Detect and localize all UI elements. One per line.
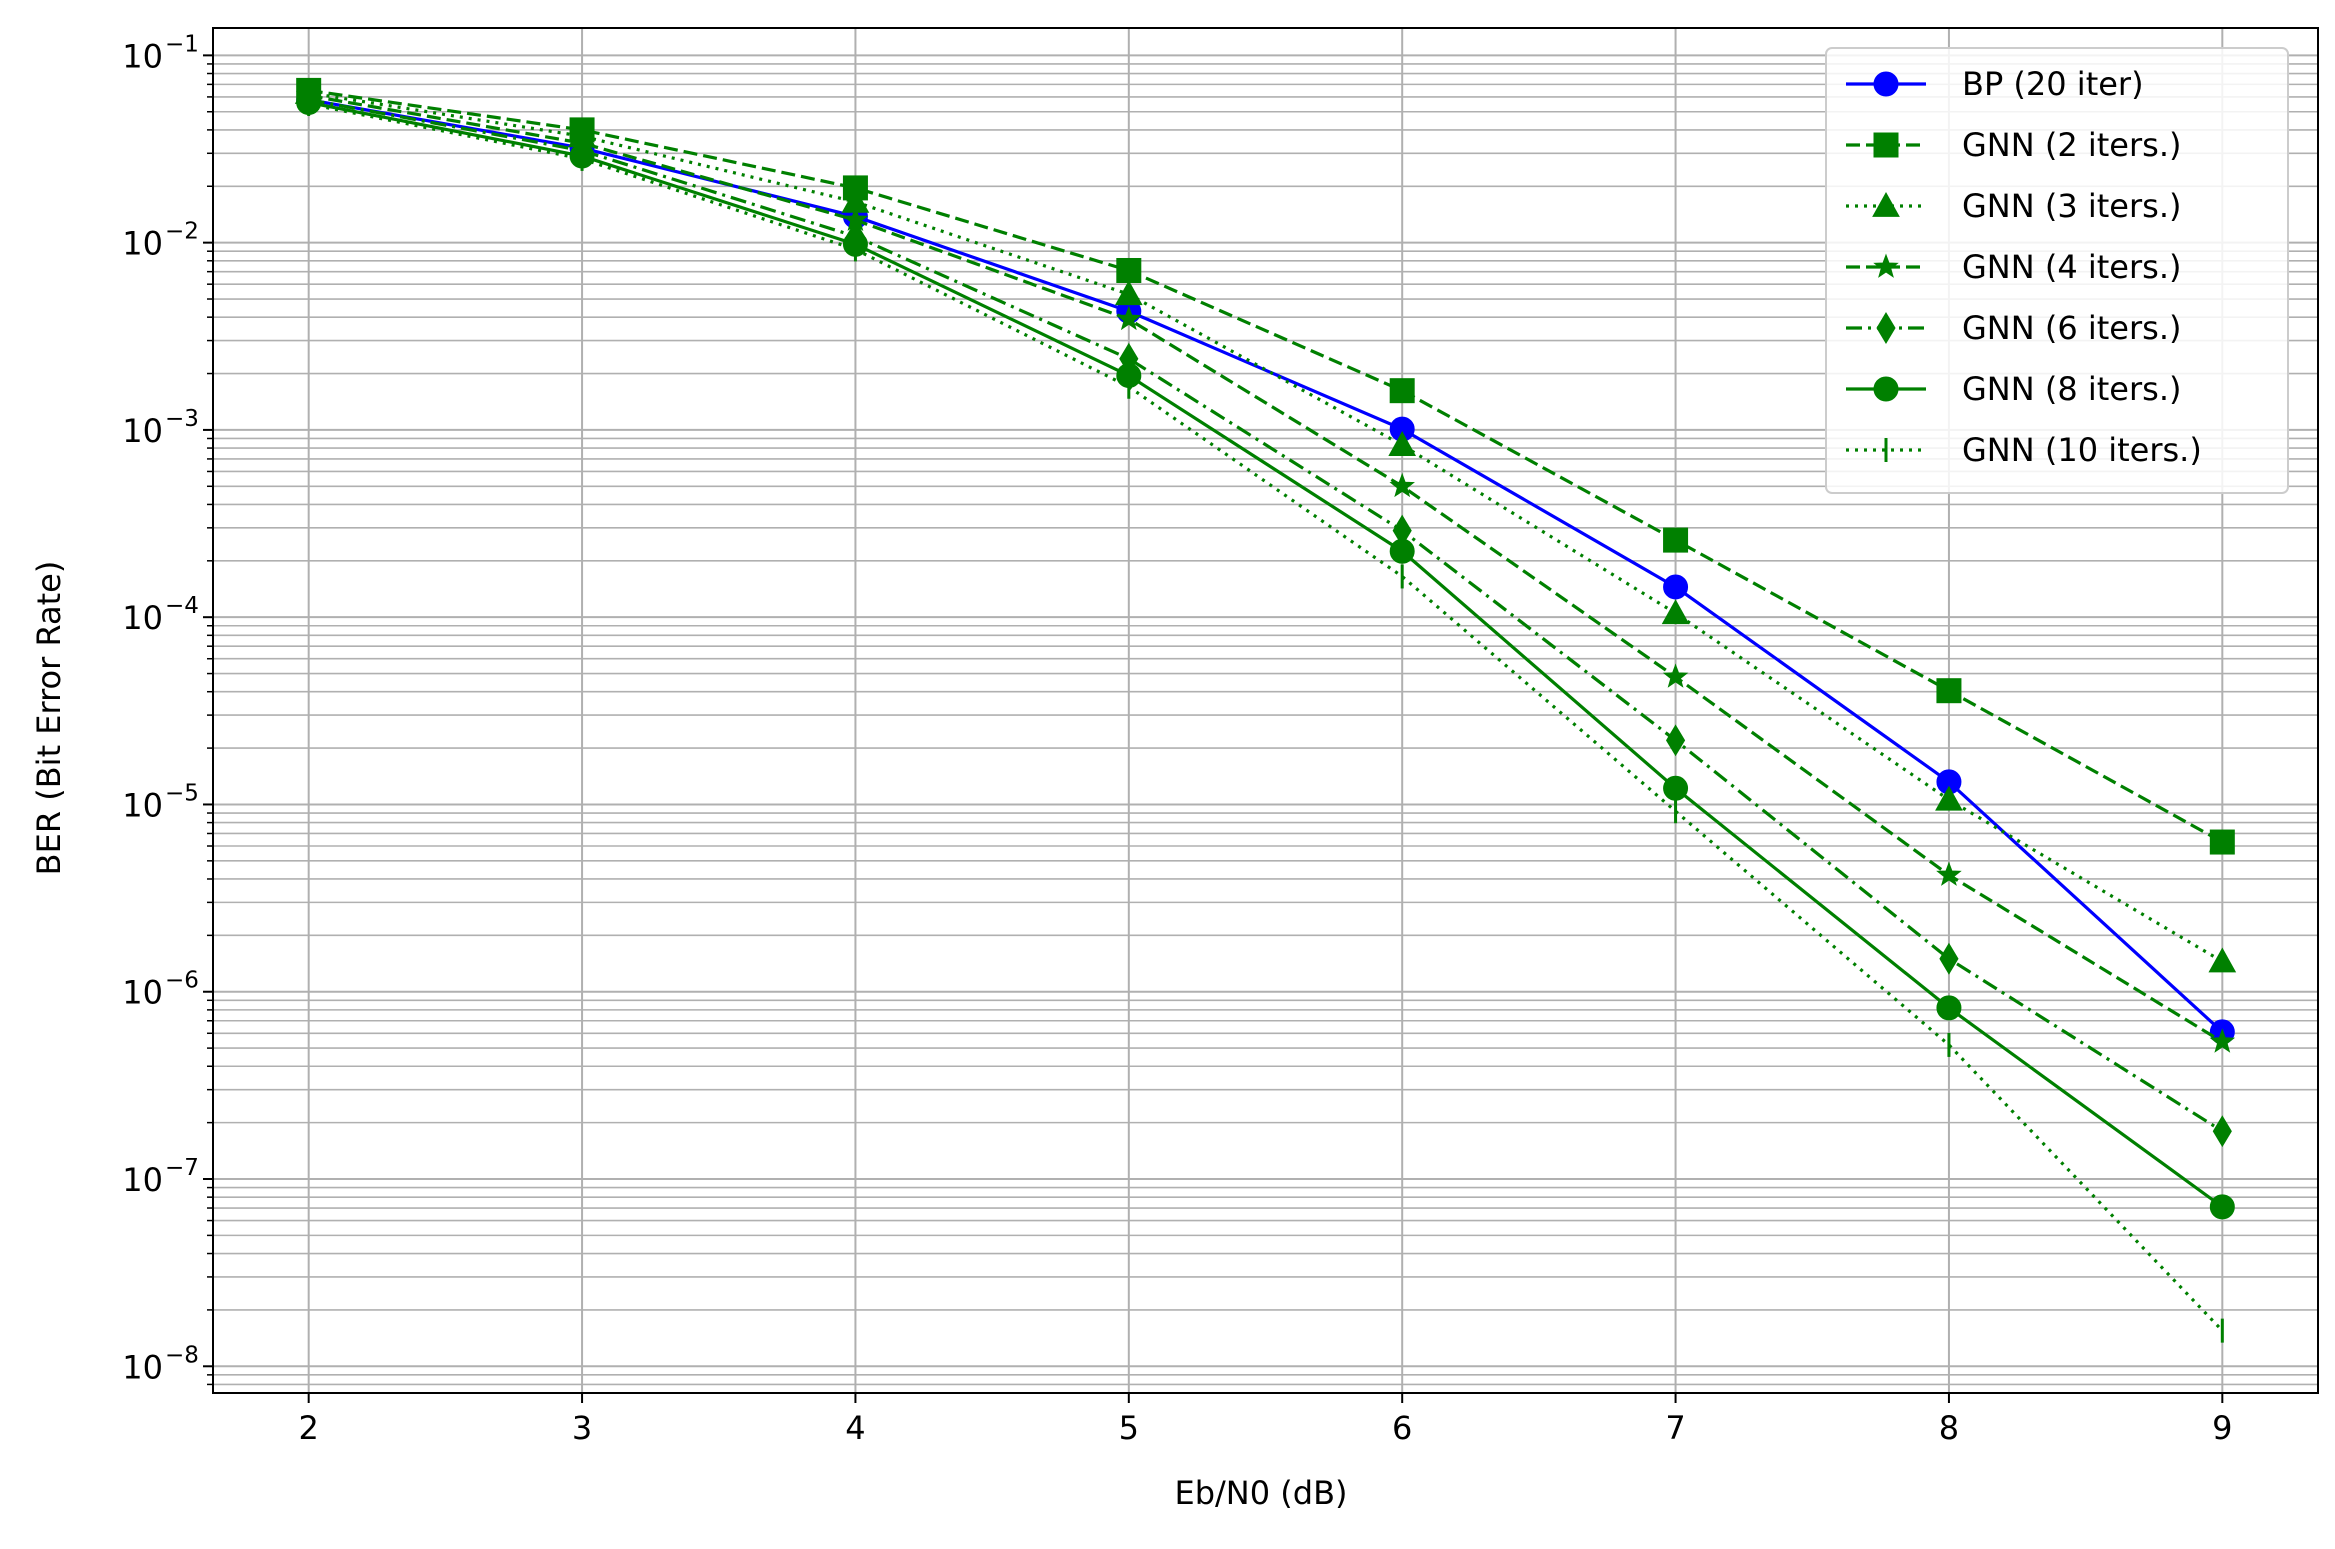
y-tick-mantissa: 10 xyxy=(122,37,163,75)
data-point-circle xyxy=(1873,376,1899,402)
legend: BP (20 iter) GNN (2 iters.) GNN (3 iters.)… xyxy=(1825,47,2289,494)
y-tick-mantissa: 10 xyxy=(122,786,163,824)
series-6 xyxy=(307,91,2224,1343)
data-point-star xyxy=(2209,1028,2236,1053)
x-tick-label: 2 xyxy=(299,1409,319,1447)
series-line xyxy=(308,88,2224,844)
data-point-diamond xyxy=(1939,942,1959,975)
data-point-diamond xyxy=(2212,1115,2232,1148)
legend-entry: GNN (3 iters.) xyxy=(1846,187,2181,225)
y-axis-label: BER (Bit Error Rate) xyxy=(30,561,68,876)
data-point-star xyxy=(1873,253,1899,278)
data-point-triangle xyxy=(1872,191,1900,217)
x-tick-label: 4 xyxy=(845,1409,865,1447)
y-tick-mantissa: 10 xyxy=(122,412,163,450)
y-tick-label: 10 −6 xyxy=(122,968,199,1012)
y-tick-mantissa: 10 xyxy=(122,1348,163,1386)
data-point-square xyxy=(1389,378,1415,404)
legend-entry: GNN (10 iters.) xyxy=(1846,431,2202,469)
series-line xyxy=(308,100,2224,1209)
legend-entry: GNN (8 iters.) xyxy=(1846,370,2181,408)
x-tick-label: 6 xyxy=(1392,1409,1412,1447)
y-tick-mantissa: 10 xyxy=(122,225,163,263)
y-tick-mantissa: 10 xyxy=(122,974,163,1012)
plot-frame xyxy=(212,27,2319,1394)
legend-entry: GNN (4 iters.) xyxy=(1846,248,2181,286)
y-tick-label: 10 −1 xyxy=(122,31,199,75)
data-point-circle xyxy=(1389,538,1415,564)
data-point-star xyxy=(1389,472,1415,498)
data-point-square xyxy=(1116,257,1142,283)
y-tick-exponent: −6 xyxy=(165,968,199,994)
data-point-square xyxy=(1663,527,1689,553)
x-tick-label: 8 xyxy=(1939,1409,1959,1447)
y-tick-exponent: −4 xyxy=(165,593,199,619)
y-tick-mantissa: 10 xyxy=(122,1161,163,1199)
series-1 xyxy=(296,77,2235,855)
series-line xyxy=(308,98,2224,1133)
x-tick-label: 3 xyxy=(572,1409,592,1447)
legend-entry: GNN (6 iters.) xyxy=(1846,309,2181,347)
data-point-star xyxy=(1116,305,1142,331)
data-point-triangle xyxy=(1935,785,1963,811)
y-tick-label: 10 −8 xyxy=(122,1342,199,1386)
series-line xyxy=(308,91,2224,963)
y-tick-exponent: −5 xyxy=(165,780,199,806)
legend-label: GNN (3 iters.) xyxy=(1962,187,2181,225)
data-point-circle xyxy=(1936,995,1962,1021)
data-point-circle xyxy=(1663,775,1689,801)
legend-entry: BP (20 iter) xyxy=(1846,65,2144,103)
legend-label: GNN (10 iters.) xyxy=(1962,431,2202,469)
data-point-diamond xyxy=(1665,724,1686,757)
legend-label: BP (20 iter) xyxy=(1962,65,2144,103)
data-point-circle xyxy=(2209,1194,2235,1220)
x-tick-label: 5 xyxy=(1119,1409,1139,1447)
y-tick-label: 10 −5 xyxy=(122,780,199,824)
legend-label: GNN (6 iters.) xyxy=(1962,309,2181,347)
series-line xyxy=(308,102,2224,1332)
y-tick-exponent: −8 xyxy=(165,1342,199,1368)
data-point-square xyxy=(1936,678,1962,704)
x-axis-label: Eb/N0 (dB) xyxy=(1174,1474,1347,1512)
data-point-triangle xyxy=(2208,947,2237,973)
data-point-star xyxy=(1662,663,1689,688)
y-tick-exponent: −1 xyxy=(165,31,199,57)
legend-label: GNN (2 iters.) xyxy=(1962,126,2181,164)
data-point-diamond xyxy=(1876,312,1896,344)
tick-layer: 2 3 4 5 6 7 8 910−110−210−310−410−510−610−710−8 xyxy=(122,31,2232,1447)
data-point-triangle xyxy=(1661,599,1690,625)
data-point-circle xyxy=(1663,574,1689,600)
y-tick-exponent: −3 xyxy=(165,406,199,432)
legend-label: GNN (4 iters.) xyxy=(1962,248,2181,286)
data-point-square xyxy=(2209,829,2235,855)
y-tick-label: 10 −4 xyxy=(122,593,199,637)
x-tick-label: 7 xyxy=(1665,1409,1685,1447)
data-point-triangle xyxy=(1388,431,1417,456)
y-tick-exponent: −7 xyxy=(165,1155,199,1181)
y-tick-label: 10 −2 xyxy=(122,219,199,263)
y-tick-exponent: −2 xyxy=(165,219,199,245)
legend-box xyxy=(1825,47,2289,494)
data-point-square xyxy=(1873,132,1899,158)
x-tick-label: 9 xyxy=(2212,1409,2232,1447)
series-line xyxy=(308,93,2224,1044)
data-point-star xyxy=(1936,861,1962,886)
y-tick-mantissa: 10 xyxy=(122,599,163,637)
data-point-triangle xyxy=(1114,280,1143,306)
series-layer xyxy=(294,77,2237,1343)
series-line xyxy=(308,98,2224,1034)
legend-label: GNN (8 iters.) xyxy=(1962,370,2181,408)
legend-entry: GNN (2 iters.) xyxy=(1846,126,2181,164)
y-tick-label: 10 −7 xyxy=(122,1155,199,1199)
data-point-circle xyxy=(1873,71,1899,97)
y-tick-label: 10 −3 xyxy=(122,406,199,450)
